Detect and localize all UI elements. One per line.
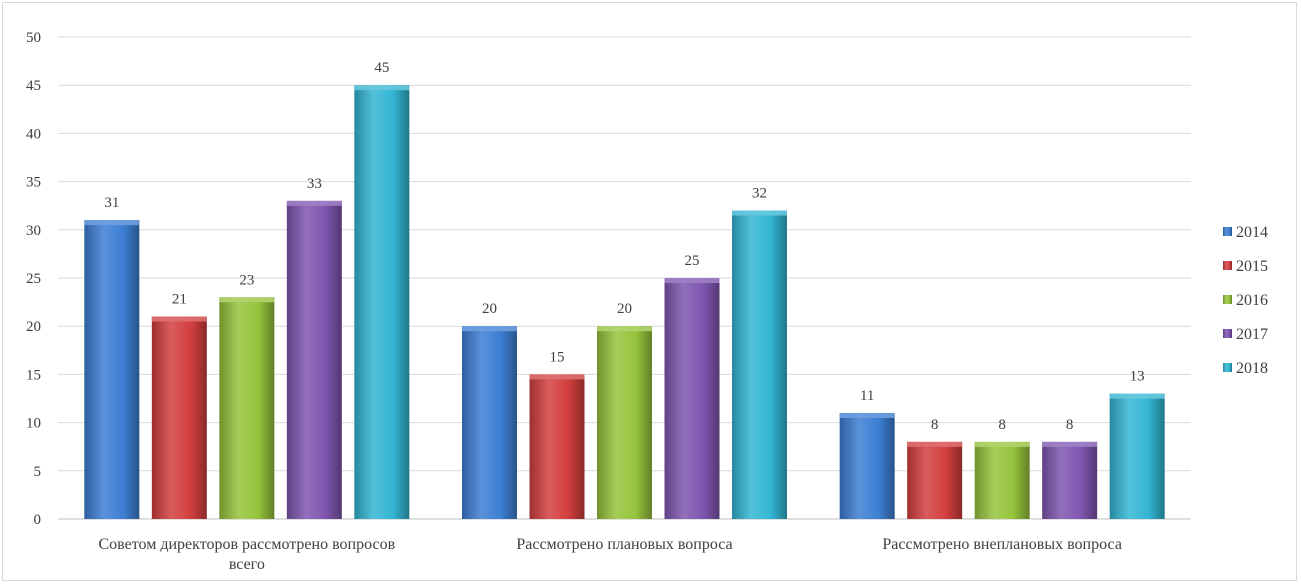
data-label: 45 bbox=[374, 60, 389, 76]
y-axis-ticks: 0 5 10 15 20 25 30 35 40 45 50 bbox=[26, 30, 41, 528]
data-label: 8 bbox=[998, 417, 1006, 433]
legend-label: 2014 bbox=[1236, 224, 1268, 241]
data-label: 13 bbox=[1130, 369, 1145, 385]
bar-2015 bbox=[907, 441, 963, 519]
bar-top-bevel bbox=[907, 441, 963, 447]
legend-swatch bbox=[1223, 261, 1232, 270]
bar-2014 bbox=[84, 220, 140, 519]
data-labels: 31 21 23 33 45 20 15 20 25 32 11 8 8 8 13 bbox=[104, 60, 1144, 433]
data-label: 33 bbox=[307, 176, 322, 192]
data-label: 23 bbox=[239, 272, 254, 288]
category-label: всего bbox=[229, 556, 265, 573]
legend-swatch bbox=[1223, 329, 1232, 338]
data-label: 20 bbox=[617, 301, 632, 317]
data-label: 32 bbox=[752, 186, 767, 202]
data-label: 31 bbox=[104, 195, 119, 211]
bars bbox=[84, 85, 1165, 519]
y-tick-label: 30 bbox=[26, 223, 41, 239]
data-label: 20 bbox=[482, 301, 497, 317]
y-tick-label: 15 bbox=[26, 367, 41, 383]
bar-top-bevel bbox=[597, 326, 652, 332]
bar-2016 bbox=[219, 297, 275, 519]
bar-top-bevel bbox=[664, 278, 720, 283]
legend-swatch bbox=[1223, 295, 1232, 304]
bar-top-bevel bbox=[84, 220, 140, 226]
bar-top-bevel bbox=[839, 412, 895, 418]
legend-swatch bbox=[1223, 227, 1232, 236]
bar-top-bevel bbox=[462, 326, 517, 332]
y-tick-label: 10 bbox=[26, 416, 41, 432]
bar-top-bevel bbox=[1109, 393, 1165, 399]
x-axis-categories: Советом директоров рассмотрено вопросов в… bbox=[98, 536, 1121, 573]
bar-2018 bbox=[354, 85, 410, 519]
bar-top-bevel bbox=[529, 374, 585, 380]
bar-2017 bbox=[664, 278, 720, 519]
legend: 2014 2015 2016 2017 2018 bbox=[1223, 224, 1268, 377]
legend-swatch bbox=[1223, 363, 1232, 372]
bar-2017 bbox=[1042, 441, 1098, 519]
data-label: 11 bbox=[860, 388, 874, 404]
category-label: Советом директоров рассмотрено вопросов bbox=[98, 536, 395, 553]
bar-2017 bbox=[286, 200, 342, 519]
bar-top-bevel bbox=[219, 297, 275, 303]
bar-2015 bbox=[529, 374, 585, 519]
bar-top-bevel bbox=[286, 200, 342, 206]
legend-label: 2016 bbox=[1236, 292, 1268, 309]
legend-label: 2018 bbox=[1236, 360, 1268, 377]
bar-2016 bbox=[597, 326, 652, 519]
y-tick-label: 40 bbox=[26, 126, 41, 142]
data-label: 21 bbox=[172, 292, 187, 308]
y-tick-label: 50 bbox=[26, 30, 41, 46]
category-label: Рассмотрено плановых вопроса bbox=[516, 536, 732, 553]
bar-2018 bbox=[732, 210, 787, 519]
bar-top-bevel bbox=[732, 210, 787, 216]
y-tick-label: 25 bbox=[26, 271, 41, 287]
category-label: Рассмотрено внеплановых вопроса bbox=[882, 536, 1122, 553]
data-label: 8 bbox=[931, 417, 939, 433]
bar-2014 bbox=[839, 412, 895, 519]
y-tick-label: 0 bbox=[34, 512, 42, 528]
y-tick-label: 20 bbox=[26, 319, 41, 335]
y-tick-label: 35 bbox=[26, 175, 41, 191]
y-tick-label: 5 bbox=[34, 464, 42, 480]
bar-2015 bbox=[151, 316, 207, 519]
data-label: 25 bbox=[685, 253, 700, 269]
bar-top-bevel bbox=[1042, 441, 1098, 447]
bar-2016 bbox=[974, 441, 1030, 519]
bar-2014 bbox=[462, 326, 517, 519]
bar-top-bevel bbox=[354, 85, 410, 91]
bar-top-bevel bbox=[974, 441, 1030, 447]
data-label: 15 bbox=[550, 349, 565, 365]
legend-label: 2015 bbox=[1236, 258, 1268, 275]
bar-2018 bbox=[1109, 393, 1165, 519]
legend-label: 2017 bbox=[1236, 326, 1268, 343]
y-tick-label: 45 bbox=[26, 78, 41, 94]
bar-top-bevel bbox=[151, 316, 207, 322]
data-label: 8 bbox=[1066, 417, 1074, 433]
